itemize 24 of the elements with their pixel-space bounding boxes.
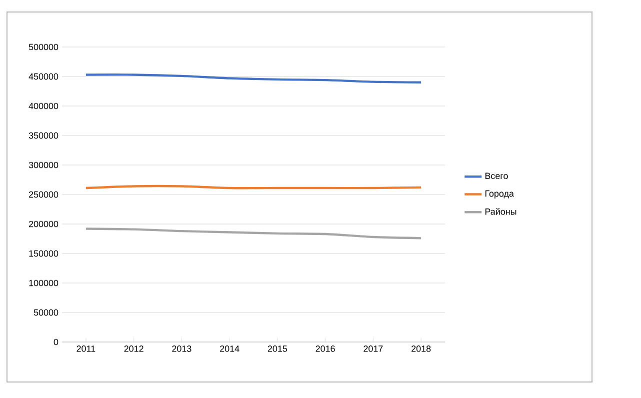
y-tick-label: 500000: [28, 44, 58, 50]
legend-label: Города: [485, 190, 514, 198]
x-tick-label: 2014: [220, 346, 240, 352]
line-series: [84, 74, 422, 84]
y-tick-label: 100000: [29, 280, 58, 286]
y-tick-label: 150000: [29, 250, 58, 257]
x-tick-label: 2016: [316, 346, 335, 352]
y-tick-label: 0: [54, 338, 58, 346]
y-tick-label: 450000: [28, 73, 58, 80]
y-tick-label: 300000: [28, 162, 58, 168]
line-series: [84, 228, 422, 240]
x-tick-label: 2015: [268, 346, 288, 352]
y-tick-label: 250000: [29, 191, 58, 198]
y-tick-label: 400000: [28, 102, 58, 110]
y-tick-label: 50000: [34, 309, 58, 316]
y-tick-label: 350000: [28, 132, 58, 139]
x-tick-label: 2013: [172, 346, 192, 352]
x-tick-label: 2018: [412, 346, 431, 352]
legend-label: Всего: [485, 172, 508, 180]
x-tick-label: 2012: [124, 346, 144, 352]
y-tick-label: 200000: [29, 220, 58, 228]
legend-label: Районы: [485, 208, 516, 215]
x-tick-label: 2011: [76, 346, 96, 352]
x-tick-label: 2017: [364, 346, 383, 352]
